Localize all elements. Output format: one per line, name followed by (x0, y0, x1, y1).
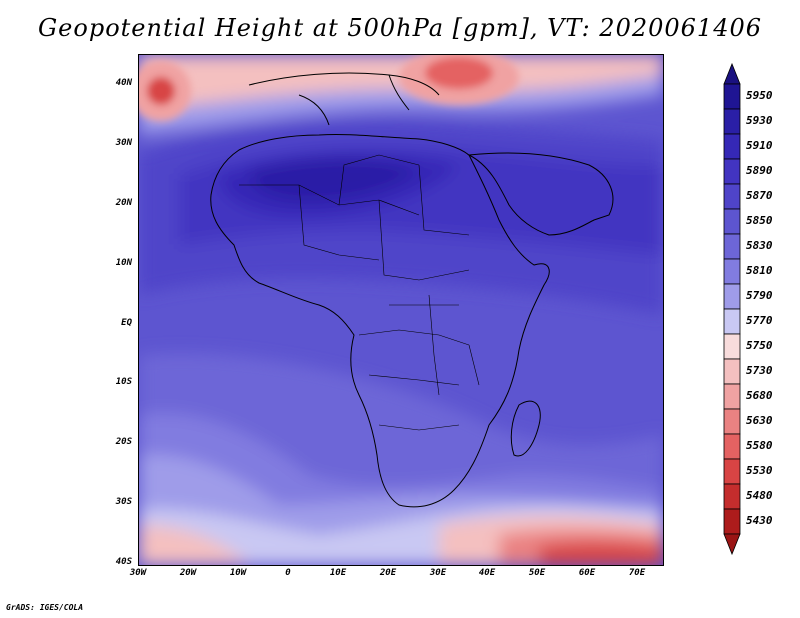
lat-label: 40N (115, 78, 132, 88)
map-title: Geopotential Height at 500hPa [gpm], VT:… (38, 14, 762, 42)
colorbar-level-label: 5680 (746, 389, 773, 402)
country-borders (239, 154, 480, 431)
lat-label: 20S (115, 437, 132, 447)
height-field-contours (139, 55, 663, 565)
colorbar-level-label: 5890 (746, 164, 773, 177)
colorbar-level-label: 5810 (746, 264, 773, 277)
lat-label: 10S (115, 377, 132, 387)
colorbar-swatch (723, 83, 741, 110)
colorbar-top-arrow (723, 62, 741, 85)
lon-label: 20W (179, 568, 197, 578)
colorbar-swatch (723, 458, 741, 485)
credit-text: GrADS: IGES/COLA (6, 603, 84, 612)
lat-label: EQ (121, 318, 132, 328)
lat-label: 30S (115, 497, 132, 507)
colorbar-level-label: 5630 (746, 414, 773, 427)
north-lows (139, 55, 519, 121)
colorbar-swatch (723, 158, 741, 185)
colorbar-swatch (723, 108, 741, 135)
colorbar-swatch (723, 433, 741, 460)
colorbar-level-label: 5790 (746, 289, 773, 302)
colorbar-swatch (723, 308, 741, 335)
colorbar-swatch (723, 208, 741, 235)
lat-label: 10N (115, 258, 132, 268)
colorbar-swatch (723, 483, 741, 510)
lon-label: 10E (329, 568, 347, 578)
colorbar-level-label: 5730 (746, 364, 773, 377)
colorbar-level-label: 5580 (746, 439, 773, 452)
lat-label: 20N (115, 198, 132, 208)
colorbar-swatch (723, 233, 741, 260)
lon-label: 70E (628, 568, 646, 578)
lon-label: 20E (379, 568, 397, 578)
lon-label: 30W (129, 568, 147, 578)
colorbar-level-label: 5950 (746, 89, 773, 102)
colorbar-level-label: 5530 (746, 464, 773, 477)
colorbar-level-label: 5430 (746, 514, 773, 527)
colorbar-level-label: 5850 (746, 214, 773, 227)
colorbar-level-label: 5750 (746, 339, 773, 352)
colorbar-level-label: 5830 (746, 239, 773, 252)
colorbar-swatch (723, 358, 741, 385)
colorbar-swatch (723, 333, 741, 360)
map-panel (138, 54, 664, 566)
colorbar-swatch (723, 258, 741, 285)
colorbar-bottom-arrow (723, 533, 741, 556)
lon-label: 50E (528, 568, 546, 578)
colorbar-level-label: 5910 (746, 139, 773, 152)
lon-label: 60E (578, 568, 596, 578)
geopotential-map (139, 55, 663, 565)
lon-label: 10W (229, 568, 247, 578)
colorbar-level-label: 5480 (746, 489, 773, 502)
colorbar-swatch (723, 283, 741, 310)
lat-label: 40S (115, 557, 132, 567)
lat-label: 30N (115, 138, 132, 148)
coastlines (210, 72, 614, 508)
colorbar-swatch (723, 133, 741, 160)
colorbar-level-label: 5770 (746, 314, 773, 327)
lon-label: 40E (478, 568, 496, 578)
lon-label: 30E (429, 568, 447, 578)
colorbar-level-label: 5930 (746, 114, 773, 127)
colorbar-swatch (723, 183, 741, 210)
colorbar-swatch (723, 508, 741, 535)
colorbar (723, 62, 741, 556)
colorbar-swatch (723, 408, 741, 435)
colorbar-swatch (723, 383, 741, 410)
colorbar-level-label: 5870 (746, 189, 773, 202)
lon-label: 0 (285, 568, 291, 578)
